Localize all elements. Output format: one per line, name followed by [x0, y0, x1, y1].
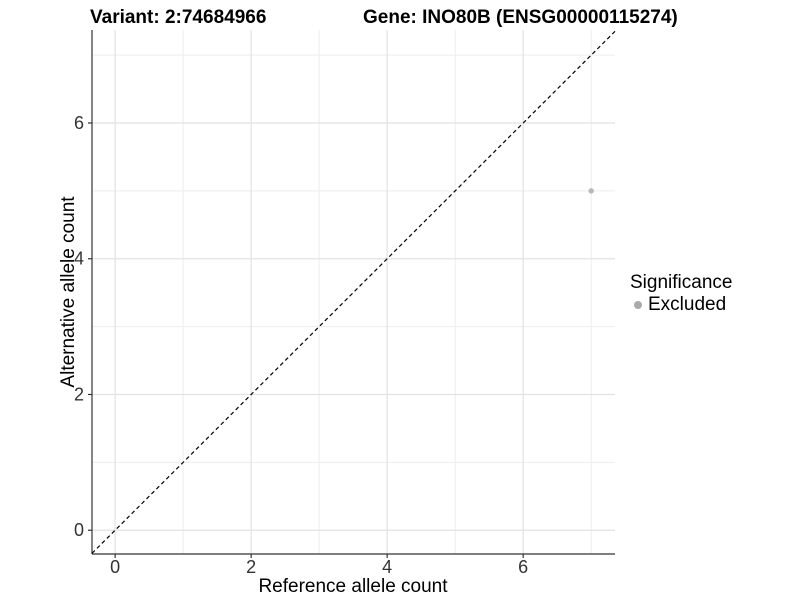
variant-title: Variant: 2:74684966 — [90, 7, 267, 28]
legend-entry-label: Excluded — [648, 294, 727, 315]
identity-line — [91, 30, 616, 554]
data-point — [588, 188, 594, 194]
y-tick-label: 4 — [74, 249, 84, 269]
legend-point-icon — [634, 300, 642, 309]
x-tick-label: 6 — [518, 557, 528, 577]
axes — [88, 30, 615, 558]
x-tick-label: 0 — [110, 557, 120, 577]
x-tick-label: 4 — [382, 557, 392, 577]
legend-entry-excluded: Excluded — [630, 294, 732, 315]
x-tick-label: 2 — [246, 557, 256, 577]
y-tick-label: 0 — [74, 520, 84, 540]
gene-title: Gene: INO80B (ENSG00000115274) — [363, 7, 678, 28]
x-axis-title: Reference allele count — [258, 576, 448, 597]
data-points — [588, 188, 594, 194]
legend-title: Significance — [630, 272, 733, 293]
y-tick-label: 6 — [74, 113, 84, 133]
legend: Significance Excluded — [630, 272, 732, 315]
tick-labels: 0 2 4 6 0 2 4 6 — [74, 113, 528, 577]
y-tick-label: 2 — [74, 384, 84, 404]
y-axis-title: Alternative allele count — [58, 196, 79, 388]
grid-lines — [92, 30, 615, 554]
